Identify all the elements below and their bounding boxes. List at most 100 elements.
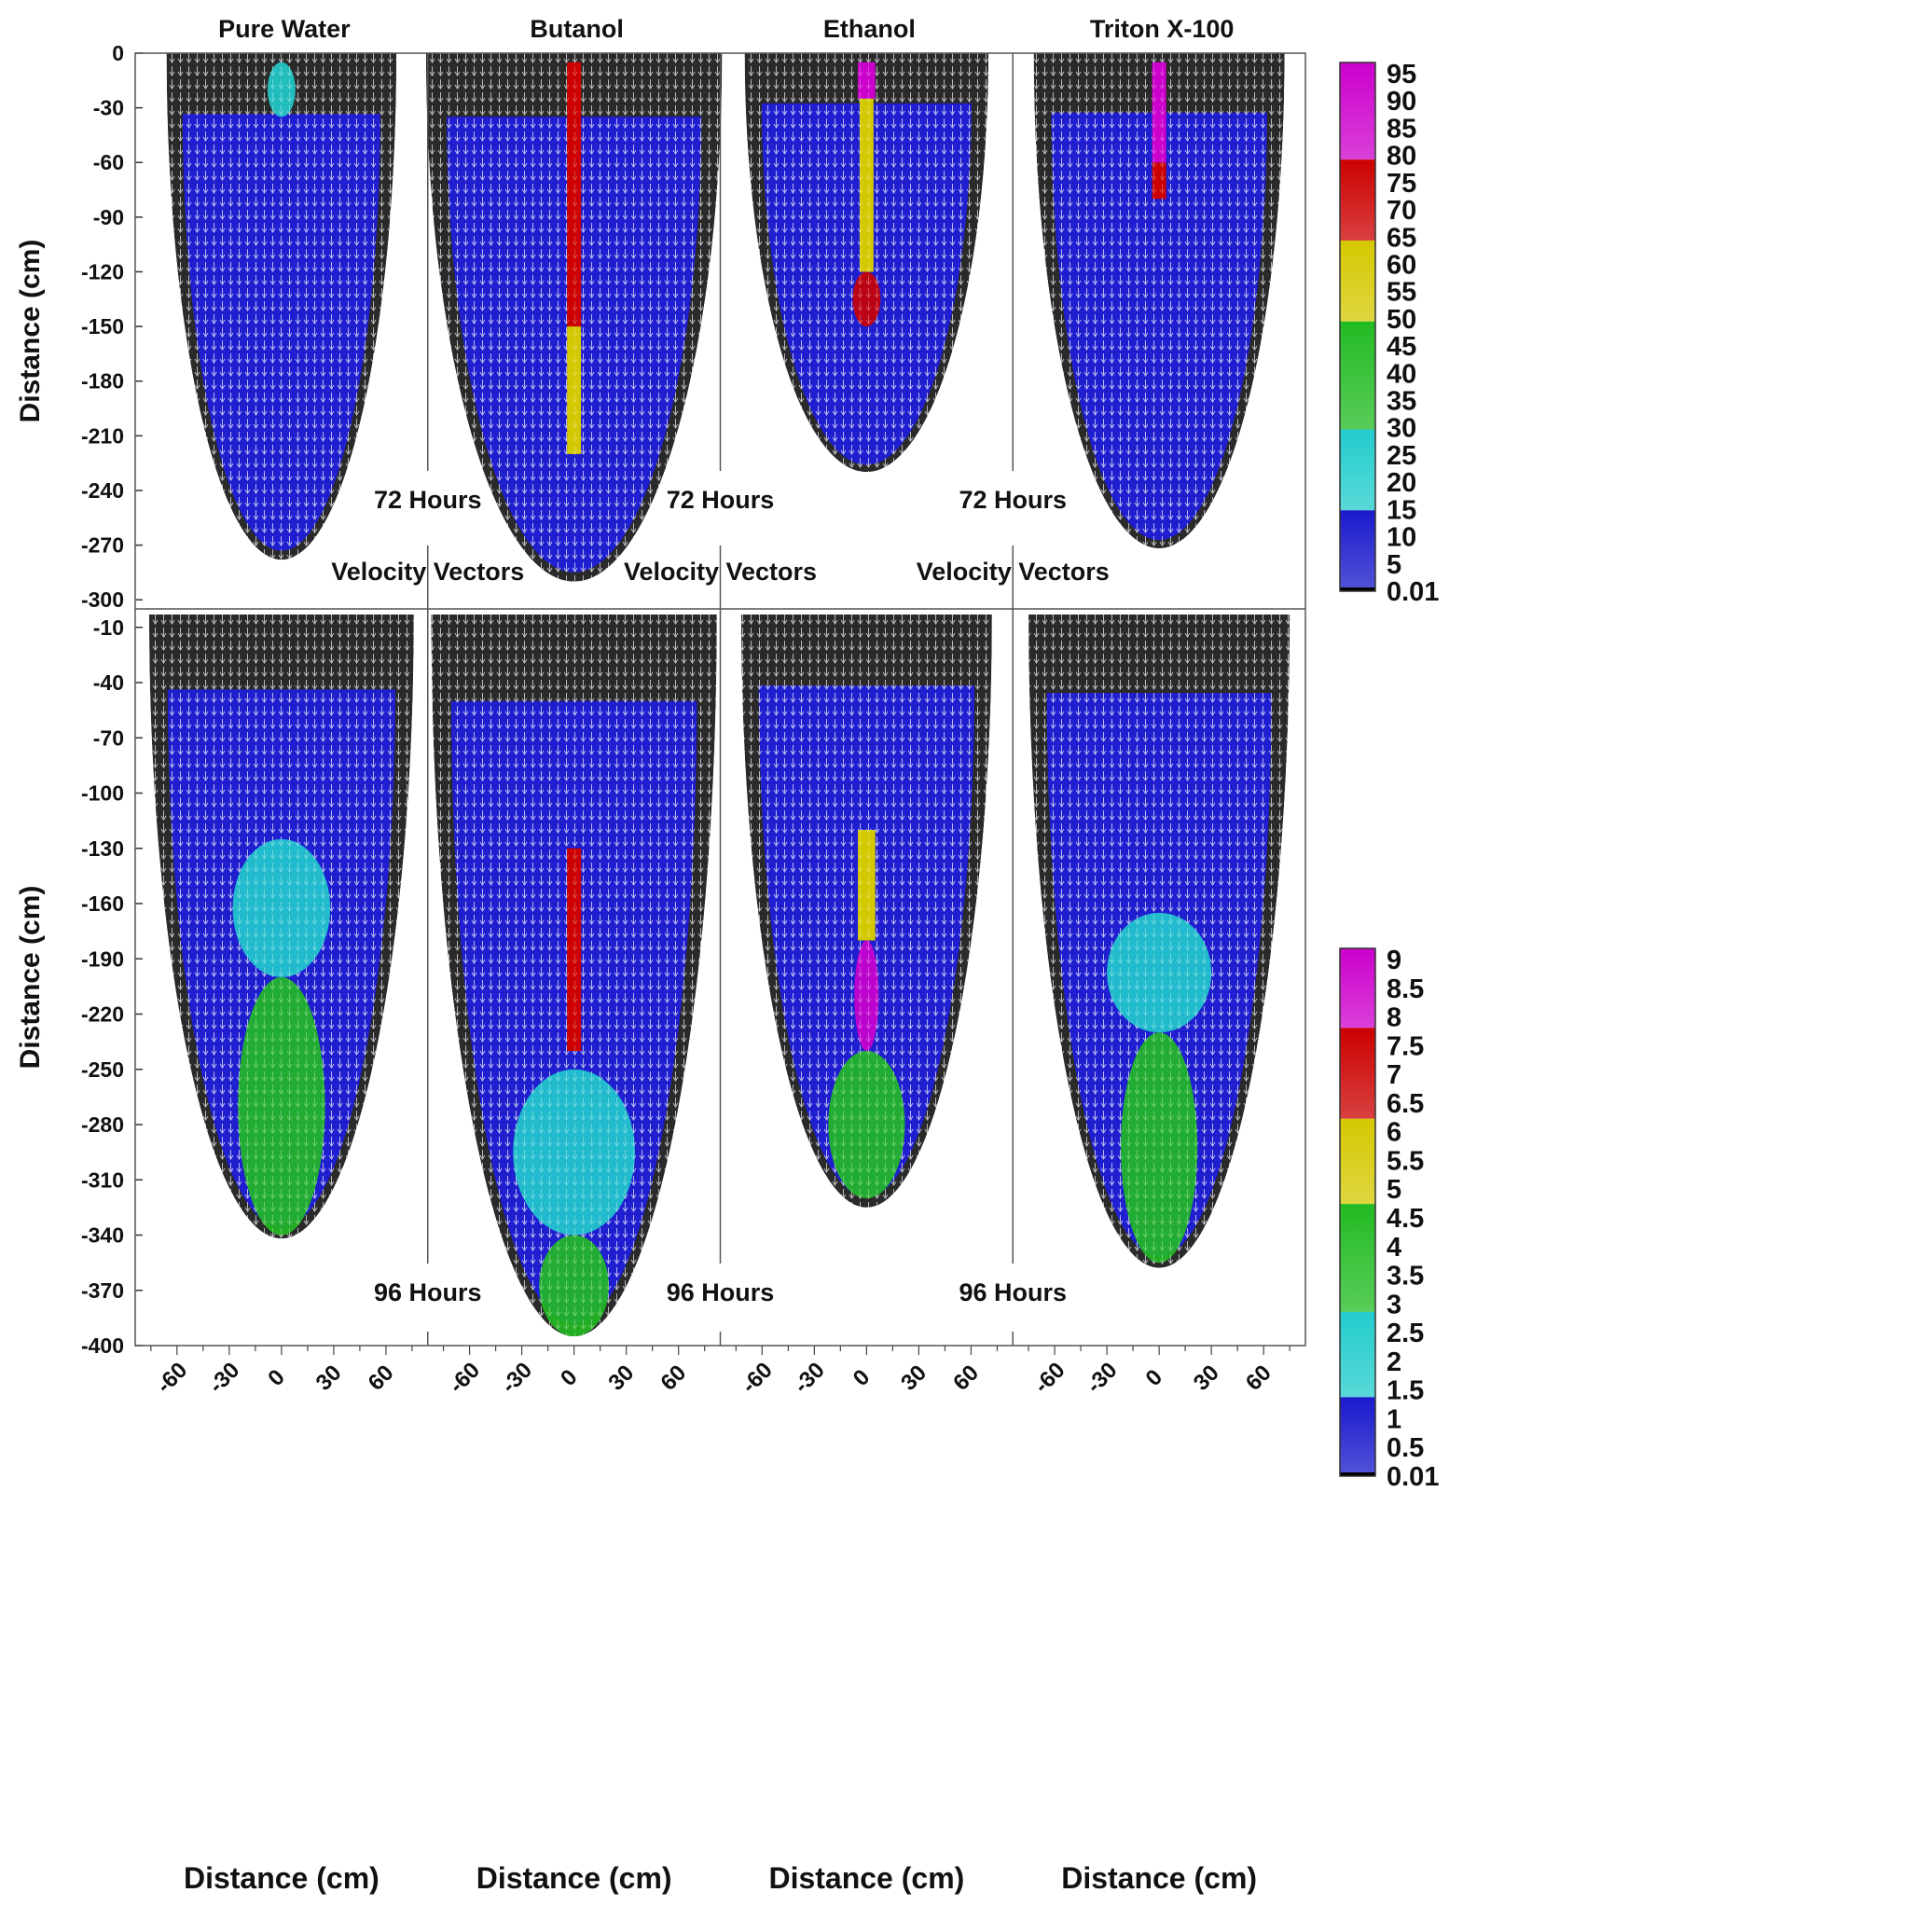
colorbar-label: 50 (1387, 305, 1416, 335)
x-tick-label: 60 (1241, 1361, 1276, 1396)
annotation-label: Velocity Vectors (624, 558, 817, 586)
plume-1-0 (148, 615, 414, 1239)
panel-title: Triton X-100 (1090, 15, 1235, 43)
colorbar-label: 4 (1387, 1233, 1401, 1263)
x-tick-label: 60 (656, 1361, 691, 1396)
y-tick-label: -90 (93, 205, 124, 229)
colorbar-frame (1339, 947, 1376, 1477)
y-axis-label: Distance (cm) (15, 886, 46, 1070)
colorbar-label: 75 (1387, 169, 1416, 199)
colorbar-label: 1 (1387, 1404, 1401, 1434)
colorbar-label: 25 (1387, 441, 1416, 471)
time-label: 72 Hours (667, 486, 775, 514)
plume-0-1 (425, 53, 723, 582)
colorbar-label: 70 (1387, 196, 1416, 226)
colorbar-label: 6 (1387, 1118, 1401, 1148)
y-tick-label: -100 (81, 781, 124, 806)
y-tick-label: 0 (112, 41, 124, 65)
time-label: 96 Hours (959, 1278, 1067, 1306)
y-tick-label: -270 (81, 533, 124, 558)
colorbar-label: 7.5 (1387, 1031, 1424, 1061)
plume-1-1 (431, 615, 717, 1337)
colorbar-label: 40 (1387, 359, 1416, 389)
colorbar-band (1340, 321, 1375, 430)
x-tick-label: 30 (603, 1361, 639, 1396)
x-tick-label: 0 (1141, 1364, 1168, 1391)
colorbar-band (1340, 429, 1375, 511)
colorbar-label: 0.01 (1387, 577, 1439, 607)
y-tick-label: -40 (93, 670, 124, 695)
colorbar-label: 6.5 (1387, 1089, 1424, 1119)
colorbar-min (1340, 1472, 1375, 1476)
colorbar-band (1340, 240, 1375, 322)
y-tick-label: -190 (81, 946, 124, 971)
colorbar-label: 4.5 (1387, 1204, 1424, 1234)
y-tick-label: -150 (81, 314, 124, 338)
x-axis-label: Distance (cm) (476, 1861, 672, 1895)
colorbar-band (1340, 1311, 1375, 1398)
plume-layer (148, 53, 1290, 1337)
colorbar-label: 3 (1387, 1290, 1401, 1319)
y-tick-label: -60 (93, 150, 124, 174)
colorbar-label: 10 (1387, 523, 1416, 553)
colorbar-label: 2 (1387, 1347, 1401, 1377)
time-label: 96 Hours (374, 1278, 482, 1306)
x-tick-label: -30 (789, 1358, 830, 1399)
x-axis-label: Distance (cm) (184, 1861, 380, 1895)
panel-title: Pure Water (218, 15, 351, 43)
y-tick-label: -180 (81, 369, 124, 394)
colorbar-label: 0.01 (1387, 1462, 1439, 1492)
x-tick-label: 0 (849, 1364, 876, 1391)
y-tick-label: -400 (81, 1333, 124, 1358)
plume-vector-overlay (431, 615, 717, 1337)
colorbar-label: 80 (1387, 142, 1416, 172)
colorbar-band (1340, 1118, 1375, 1205)
x-tick-label: -30 (204, 1358, 245, 1399)
colorbar-label: 2.5 (1387, 1319, 1424, 1348)
colorbar-label: 90 (1387, 87, 1416, 117)
y-tick-label: -220 (81, 1002, 124, 1027)
x-tick-label: 0 (263, 1364, 290, 1391)
panel-title: Ethanol (823, 15, 916, 43)
colorbar-label: 35 (1387, 387, 1416, 417)
colorbar-band (1340, 1028, 1375, 1119)
y-tick-label: -240 (81, 478, 124, 503)
colorbar-label: 1.5 (1387, 1376, 1424, 1406)
colorbar-label: 5 (1387, 1175, 1401, 1205)
colorbar-band (1340, 510, 1375, 591)
plume-vector-overlay (166, 53, 397, 560)
plot-frame (134, 52, 1306, 1347)
annotation-label: Velocity Vectors (331, 558, 524, 586)
x-tick-label: -60 (444, 1358, 485, 1399)
plume-vector-overlay (1028, 615, 1290, 1268)
y-tick-label: -300 (81, 587, 124, 612)
y-tick-label: -250 (81, 1057, 124, 1082)
x-tick-label: -60 (152, 1358, 193, 1399)
colorbar-label: 5 (1387, 550, 1401, 580)
y-tick-label: -280 (81, 1112, 124, 1137)
x-tick-label: 0 (556, 1364, 583, 1391)
colorbar-label: 0.5 (1387, 1433, 1424, 1463)
colorbar-label: 95 (1387, 60, 1416, 90)
x-axis-label: Distance (cm) (1061, 1861, 1257, 1895)
colorbar-label: 45 (1387, 332, 1416, 362)
colorbar-min (1340, 587, 1375, 591)
plume-1-2 (740, 615, 992, 1208)
time-label: 72 Hours (959, 486, 1067, 514)
colorbar-band (1340, 948, 1375, 1029)
x-tick-label: -30 (496, 1358, 537, 1399)
plume-vector-overlay (425, 53, 723, 582)
annotation-label: Velocity Vectors (917, 558, 1110, 586)
x-tick-label: -60 (1029, 1358, 1070, 1399)
x-tick-label: 30 (896, 1361, 932, 1396)
y-tick-label: -310 (81, 1167, 124, 1192)
plume-1-3 (1028, 615, 1290, 1268)
plume-0-0 (166, 53, 397, 560)
colorbar-label: 8 (1387, 1003, 1401, 1033)
colorbar-frame (1339, 62, 1376, 592)
colorbar-band (1340, 1204, 1375, 1312)
colorbar-label: 65 (1387, 223, 1416, 253)
y-axis-label: Distance (cm) (15, 240, 46, 423)
y-tick-label: -130 (81, 836, 124, 861)
plume-0-2 (744, 53, 989, 473)
